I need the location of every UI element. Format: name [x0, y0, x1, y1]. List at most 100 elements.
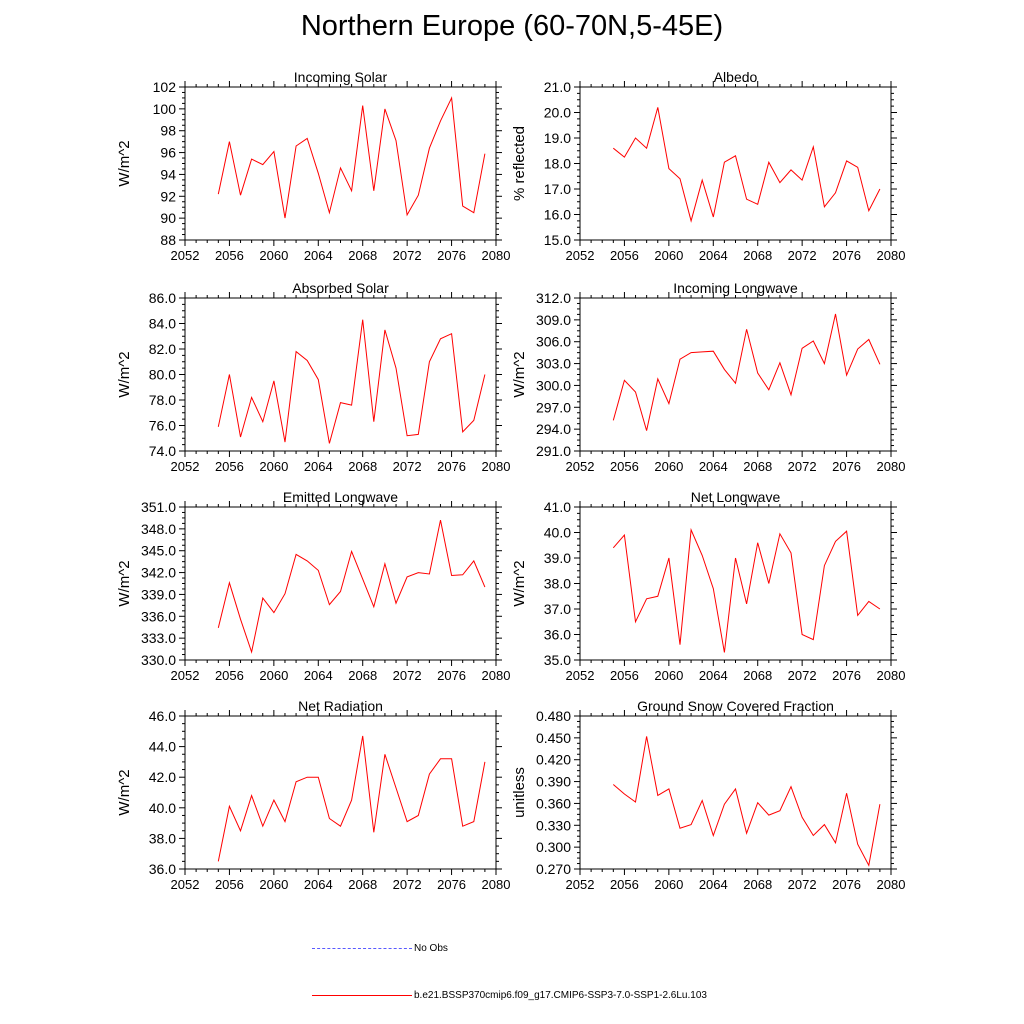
series-line: [612, 107, 881, 223]
panel-title: Absorbed Solar: [292, 280, 389, 296]
x-tick-label: 2068: [348, 459, 377, 474]
y-tick-label: 339.0: [141, 586, 176, 602]
x-tick-label: 2080: [877, 668, 906, 683]
y-tick-label: 76.0: [149, 418, 176, 434]
y-tick-label: 84.0: [149, 316, 176, 332]
y-tick-label: 15.0: [544, 232, 571, 248]
y-tick-label: 0.450: [536, 730, 571, 746]
x-tick-label: 2080: [877, 248, 906, 263]
y-axis-label: unitless: [511, 767, 528, 818]
y-tick-label: 348.0: [141, 521, 176, 537]
y-tick-label: 78.0: [149, 392, 176, 408]
x-tick-label: 2064: [699, 877, 728, 892]
x-tick-label: 2072: [393, 459, 422, 474]
x-tick-label: 2060: [654, 459, 683, 474]
y-tick-label: 0.330: [536, 817, 571, 833]
y-tick-label: 18.0: [544, 156, 571, 172]
series-line: [612, 527, 881, 653]
x-tick-label: 2080: [482, 877, 511, 892]
series-line: [612, 736, 881, 867]
x-tick-label: 2060: [654, 248, 683, 263]
x-tick-label: 2072: [788, 877, 817, 892]
y-tick-label: 39.0: [544, 550, 571, 566]
y-tick-label: 17.0: [544, 181, 571, 197]
y-tick-label: 98: [160, 123, 176, 139]
x-tick-label: 2068: [743, 877, 772, 892]
y-tick-label: 100: [153, 101, 177, 117]
plot-frame: [579, 297, 892, 452]
x-tick-label: 2060: [259, 248, 288, 263]
panel-title: Albedo: [714, 69, 758, 85]
x-tick-label: 2056: [610, 668, 639, 683]
y-tick-label: 82.0: [149, 341, 176, 357]
x-tick-label: 2064: [699, 248, 728, 263]
series-line: [612, 313, 881, 431]
y-tick-label: 0.360: [536, 795, 571, 811]
panel-title: Ground Snow Covered Fraction: [637, 698, 834, 714]
x-tick-label: 2068: [743, 668, 772, 683]
y-tick-label: 16.0: [544, 207, 571, 223]
series-line: [217, 319, 486, 444]
panel-absorbed-solar: Absorbed Solar W/m^2 2052 2056 2060 2064 2068 2…: [116, 280, 510, 474]
y-tick-label: 41.0: [544, 499, 571, 515]
series-line: [217, 735, 486, 862]
x-tick-label: 2056: [215, 877, 244, 892]
plot-frame: [184, 506, 497, 661]
y-tick-label: 86.0: [149, 290, 176, 306]
y-axis-label: W/m^2: [116, 140, 133, 186]
x-tick-label: 2072: [393, 877, 422, 892]
y-tick-label: 303.0: [536, 356, 571, 372]
x-tick-label: 2052: [566, 668, 595, 683]
panel-title: Emitted Longwave: [283, 489, 398, 505]
x-tick-label: 2064: [304, 248, 333, 263]
y-tick-label: 0.300: [536, 839, 571, 855]
x-tick-label: 2076: [437, 877, 466, 892]
x-tick-label: 2072: [393, 668, 422, 683]
panel-ground-snow-covered-fraction: Ground Snow Covered Fraction unitless 2052…: [511, 698, 905, 892]
x-tick-label: 2052: [171, 248, 200, 263]
y-tick-label: 19.0: [544, 130, 571, 146]
y-tick-label: 345.0: [141, 543, 176, 559]
y-axis-label: W/m^2: [511, 560, 528, 606]
panel-net-longwave: Net Longwave W/m^2 2052 2056 2060 2064 2068 207…: [511, 489, 905, 683]
x-tick-label: 2076: [832, 877, 861, 892]
x-tick-label: 2076: [437, 668, 466, 683]
x-tick-label: 2072: [788, 459, 817, 474]
y-axis-label: W/m^2: [511, 351, 528, 397]
x-tick-label: 2064: [304, 459, 333, 474]
y-tick-label: 336.0: [141, 608, 176, 624]
x-tick-label: 2076: [832, 668, 861, 683]
y-axis-label: W/m^2: [116, 560, 133, 606]
plot-frame: [184, 715, 497, 870]
y-tick-label: 312.0: [536, 290, 571, 306]
x-tick-label: 2068: [348, 668, 377, 683]
y-tick-label: 20.0: [544, 105, 571, 121]
page-title: Northern Europe (60-70N,5-45E): [300, 10, 724, 42]
x-tick-label: 2056: [610, 877, 639, 892]
x-tick-label: 2056: [215, 248, 244, 263]
x-tick-label: 2060: [259, 459, 288, 474]
y-tick-label: 40.0: [544, 525, 571, 541]
y-tick-label: 38.0: [149, 830, 176, 846]
series-line: [217, 96, 486, 219]
x-tick-label: 2080: [482, 459, 511, 474]
y-axis-label: W/m^2: [116, 351, 133, 397]
y-tick-label: 40.0: [149, 800, 176, 816]
y-tick-label: 74.0: [149, 443, 176, 459]
y-tick-label: 88: [160, 232, 176, 248]
y-tick-label: 37.0: [544, 601, 571, 617]
y-tick-label: 35.0: [544, 652, 571, 668]
panel-title: Net Radiation: [298, 698, 383, 714]
panel-net-radiation: Net Radiation W/m^2 2052 2056 2060 2064 2068 20…: [116, 698, 510, 892]
y-tick-label: 38.0: [544, 576, 571, 592]
y-tick-label: 92: [160, 188, 176, 204]
y-tick-label: 44.0: [149, 739, 176, 755]
y-tick-label: 42.0: [149, 769, 176, 785]
y-tick-label: 0.270: [536, 861, 571, 877]
y-tick-label: 80.0: [149, 367, 176, 383]
panel-albedo: Albedo % reflected 2052 2056 2060 2064 2068 207…: [511, 69, 905, 263]
y-tick-label: 21.0: [544, 79, 571, 95]
x-tick-label: 2052: [171, 668, 200, 683]
x-tick-label: 2072: [788, 248, 817, 263]
